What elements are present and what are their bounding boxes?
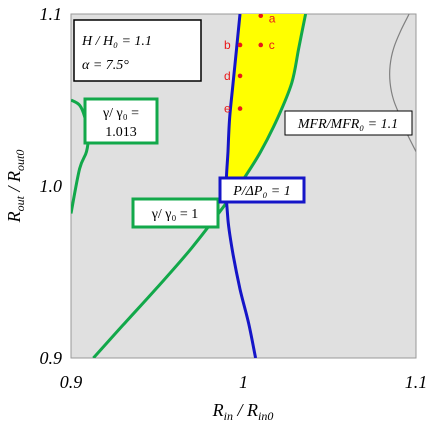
x-label-den-sub: in0 — [258, 409, 273, 423]
design-point-e — [237, 106, 243, 111]
design-point-d — [237, 73, 243, 79]
x-label-den-main: R — [246, 400, 258, 420]
y-tick-label: 1.0 — [40, 176, 63, 196]
pressure-label-box: P/ΔP₀ = 1 — [218, 176, 306, 204]
gamma-1-label: γ/ γ₀ = 1 — [151, 207, 199, 222]
gamma-1013-label-line-1: γ/ γ₀ = — [102, 106, 139, 121]
y-tick-label: 0.9 — [40, 348, 63, 368]
y-label-main: R — [4, 211, 24, 223]
y-axis-label: Rout / Rout0 — [4, 150, 27, 224]
x-label-main: R — [212, 400, 224, 420]
gamma-1013-label-box: γ/ γ₀ = 1.013 — [83, 97, 159, 145]
design-point-b — [237, 42, 243, 48]
design-point-c — [258, 42, 264, 48]
y-label-den-sub: out0 — [13, 150, 27, 171]
mfr-label-box: MFR/MFR₀ = 1.1 — [284, 110, 413, 136]
mfr-label: MFR/MFR₀ = 1.1 — [297, 117, 398, 132]
design-point-label-b: b — [224, 38, 231, 52]
gamma-1-label-box: γ/ γ₀ = 1 — [131, 197, 220, 229]
x-label-sub: in — [224, 409, 233, 423]
design-point-label-d: d — [224, 69, 231, 83]
y-tick-label: 1.1 — [40, 4, 63, 24]
x-tick-label: 1.1 — [405, 372, 428, 392]
design-point-a — [258, 14, 264, 19]
condition-line-2: α = 7.5° — [82, 58, 129, 73]
condition-line-1: H / H₀ = 1.1 — [81, 34, 152, 49]
x-tick-label: 0.9 — [60, 372, 83, 392]
condition-box: H / H₀ = 1.1 α = 7.5° — [73, 19, 202, 82]
gamma-1013-label-line-2: 1.013 — [105, 125, 137, 140]
x-tick-label: 1 — [239, 372, 248, 392]
y-label-den-main: R — [4, 171, 24, 183]
y-label-sub: out — [13, 195, 27, 211]
feasible-region — [226, 14, 306, 202]
pressure-label: P/ΔP₀ = 1 — [232, 184, 291, 199]
x-axis-label: Rin / Rin0 — [212, 400, 274, 423]
design-point-label-c: c — [269, 38, 275, 52]
design-point-label-e: e — [224, 102, 231, 116]
design-point-label-a: a — [269, 12, 276, 26]
